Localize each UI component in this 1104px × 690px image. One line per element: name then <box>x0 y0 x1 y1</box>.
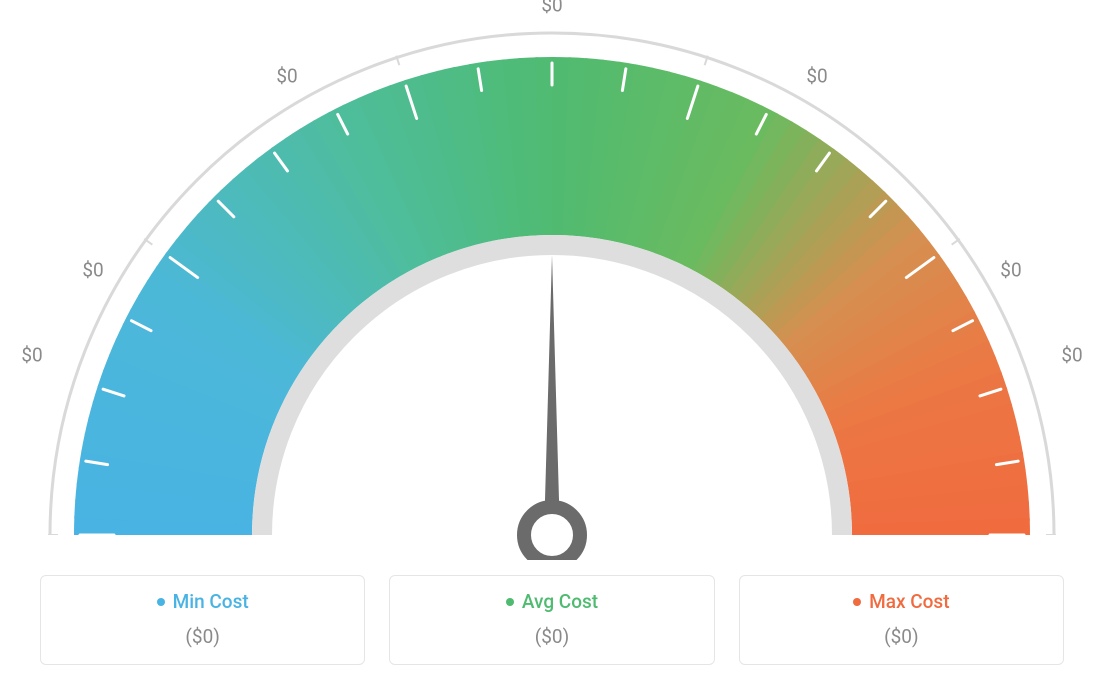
dot-icon <box>506 598 514 606</box>
legend-value-max: ($0) <box>750 625 1053 648</box>
legend-value-avg: ($0) <box>400 625 703 648</box>
gauge-scale-label: $0 <box>1061 344 1082 367</box>
dot-icon <box>853 598 861 606</box>
gauge-scale-label: $0 <box>276 65 297 88</box>
legend-title-avg: Avg Cost <box>506 590 598 613</box>
legend-card-min: Min Cost ($0) <box>40 575 365 665</box>
legend-title-min: Min Cost <box>157 590 249 613</box>
gauge-scale-label: $0 <box>82 259 103 282</box>
gauge-scale-label: $0 <box>21 344 42 367</box>
legend-title-text: Avg Cost <box>522 590 598 613</box>
gauge-cost-widget: $0 $0 $0 $0 $0 $0 $0 Min Cost ($0) Avg Cost ($… <box>0 0 1104 690</box>
legend-title-max: Max Cost <box>853 590 949 613</box>
legend-title-text: Min Cost <box>173 590 249 613</box>
gauge-scale-label: $0 <box>541 0 562 17</box>
gauge-svg <box>0 0 1104 560</box>
gauge-scale-label: $0 <box>806 65 827 88</box>
legend-row: Min Cost ($0) Avg Cost ($0) Max Cost ($0… <box>40 575 1064 665</box>
gauge-scale-label: $0 <box>1000 259 1021 282</box>
legend-title-text: Max Cost <box>869 590 949 613</box>
dot-icon <box>157 598 165 606</box>
legend-card-max: Max Cost ($0) <box>739 575 1064 665</box>
gauge-chart: $0 $0 $0 $0 $0 $0 $0 <box>0 0 1104 560</box>
legend-card-avg: Avg Cost ($0) <box>389 575 714 665</box>
legend-value-min: ($0) <box>51 625 354 648</box>
